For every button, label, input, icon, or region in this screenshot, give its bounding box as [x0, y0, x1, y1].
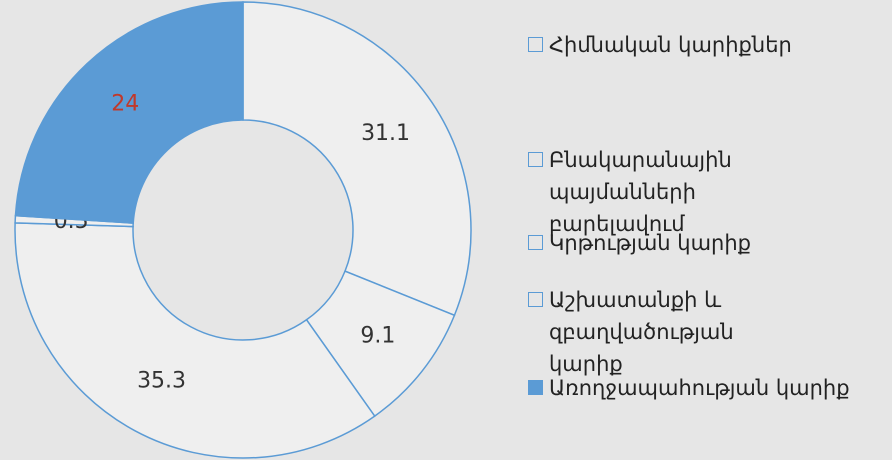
legend-item: Հիմնական կարիքներ	[528, 29, 888, 61]
donut-slice	[242, 1, 472, 317]
legend-label: Կրթության կարիք	[549, 231, 752, 255]
data-label: 24	[111, 92, 139, 117]
legend-item: Բնակարանային պայմանների բարելավում	[528, 144, 888, 240]
legend-label: Բնակարանային պայմանների բարելավում	[549, 148, 732, 236]
donut-slice	[14, 1, 244, 224]
legend-label: Հիմնական կարիքներ	[549, 33, 792, 57]
data-label: 31.1	[361, 121, 410, 146]
legend-item: Առողջապահության կարիք	[528, 372, 888, 404]
legend-swatch	[528, 380, 543, 395]
legend-swatch	[528, 152, 543, 167]
legend-label: Առողջապահության կարիք	[549, 376, 850, 400]
legend-label: Աշխատանքի և զբաղվածության կարիք	[549, 288, 734, 376]
legend-swatch	[528, 235, 543, 250]
donut-slice	[14, 222, 376, 459]
legend-swatch	[528, 292, 543, 307]
data-label: 35.3	[137, 368, 186, 393]
legend-item: Աշխատանքի և զբաղվածության կարիք	[528, 284, 888, 380]
data-label: 9.1	[360, 324, 395, 349]
legend-item: Կրթության կարիք	[528, 227, 888, 259]
legend-swatch	[528, 37, 543, 52]
